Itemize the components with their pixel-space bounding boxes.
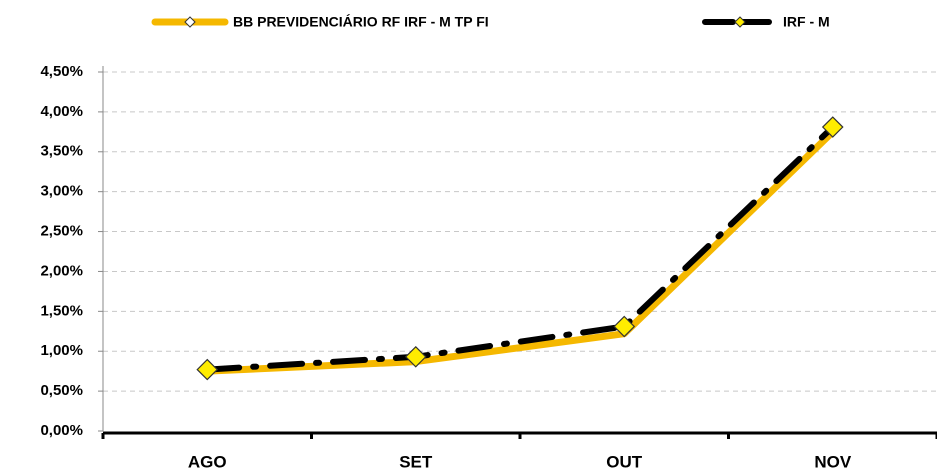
y-tick-label: 4,50%	[40, 63, 83, 80]
legend-marker	[734, 16, 746, 28]
y-tick-label: 1,50%	[40, 302, 83, 319]
y-tick-label: 4,00%	[40, 103, 83, 120]
marker	[196, 358, 219, 381]
series-line	[203, 128, 837, 375]
marker	[613, 315, 636, 338]
y-tick-label: 2,00%	[40, 262, 83, 279]
legend-marker	[184, 16, 196, 28]
y-tick-label: 3,50%	[40, 143, 83, 160]
x-tick-label: AGO	[188, 452, 227, 471]
y-tick-label: 0,00%	[40, 422, 83, 439]
y-tick-label: 2,50%	[40, 223, 83, 240]
x-tick-label: NOV	[814, 452, 852, 471]
x-tick-label: OUT	[606, 452, 643, 471]
y-tick-label: 1,00%	[40, 342, 83, 359]
marker	[404, 345, 427, 368]
marker	[821, 116, 844, 138]
y-tick-label: 0,50%	[40, 382, 83, 399]
legend-label: IRF - M	[783, 14, 830, 30]
y-tick-label: 3,00%	[40, 183, 83, 200]
x-tick-label: SET	[399, 452, 433, 471]
series-line	[204, 124, 836, 373]
legend-label: BB PREVIDENCIÁRIO RF IRF - M TP FI	[233, 14, 489, 30]
